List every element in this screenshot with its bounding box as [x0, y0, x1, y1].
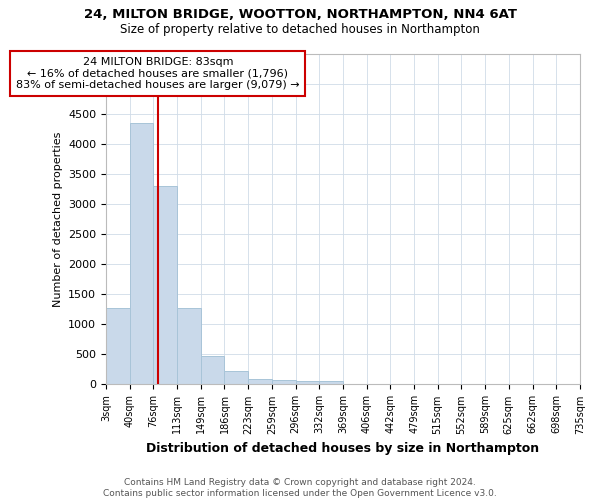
Text: Contains HM Land Registry data © Crown copyright and database right 2024.
Contai: Contains HM Land Registry data © Crown c…: [103, 478, 497, 498]
Bar: [106, 308, 130, 384]
Text: 24 MILTON BRIDGE: 83sqm
← 16% of detached houses are smaller (1,796)
83% of semi: 24 MILTON BRIDGE: 83sqm ← 16% of detache…: [16, 57, 299, 90]
Bar: [248, 379, 272, 384]
Text: 24, MILTON BRIDGE, WOOTTON, NORTHAMPTON, NN4 6AT: 24, MILTON BRIDGE, WOOTTON, NORTHAMPTON,…: [83, 8, 517, 20]
X-axis label: Distribution of detached houses by size in Northampton: Distribution of detached houses by size …: [146, 442, 539, 455]
Bar: [224, 370, 248, 384]
Y-axis label: Number of detached properties: Number of detached properties: [53, 132, 62, 307]
Bar: [272, 380, 296, 384]
Bar: [177, 308, 200, 384]
Bar: [200, 356, 224, 384]
Bar: [153, 186, 177, 384]
Bar: [319, 381, 343, 384]
Text: Size of property relative to detached houses in Northampton: Size of property relative to detached ho…: [120, 22, 480, 36]
Bar: [296, 381, 319, 384]
Bar: [130, 123, 153, 384]
